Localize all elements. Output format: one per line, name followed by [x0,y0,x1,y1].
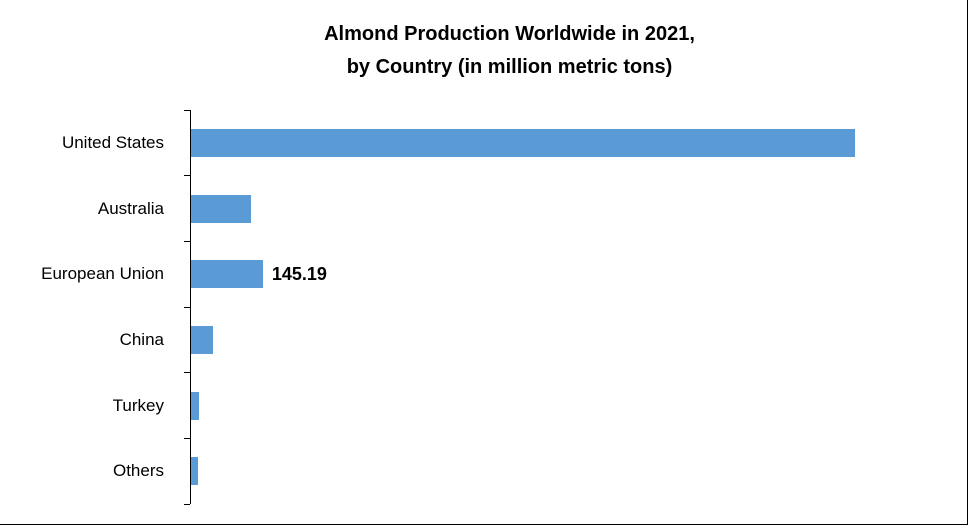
data-label: 145.19 [271,263,327,284]
category-label: Turkey [112,395,164,415]
chart-title-line-1: Almond Production Worldwide in 2021, [324,23,695,45]
bar-track [190,307,967,373]
chart-row: European Union 145.19 [0,241,967,307]
bar-track: 145.19 [190,241,967,307]
chart-row: Australia [0,176,967,242]
category-axis [184,109,191,505]
axis-tick [184,240,190,242]
bar-track [190,110,967,176]
bar [190,457,199,486]
axis-tick [184,306,190,308]
axis-tick [184,372,190,374]
axis-tick [184,437,190,439]
bar-track [190,176,967,242]
chart-row: United States [0,110,967,176]
axis-tick [184,175,190,177]
bar [190,325,214,354]
bar-track [190,438,967,504]
chart-row: Turkey [0,373,967,439]
bar [190,391,200,420]
bar [190,260,263,289]
chart-row: Others [0,438,967,504]
category-label: China [119,329,164,349]
axis-tick [184,109,190,111]
category-label: Others [112,461,164,481]
bar-track [190,373,967,439]
category-label: United States [61,132,164,152]
category-label: Australia [97,198,164,218]
chart-title: Almond Production Worldwide in 2021, by … [0,18,967,84]
category-label: European Union [41,264,164,284]
chart-title-line-2: by Country (in million metric tons) [346,56,673,78]
axis-tick [184,503,190,505]
plot-area: United States Australia European Union 145.… [0,110,967,504]
bar [190,128,856,157]
chart-row: China [0,307,967,373]
bar [190,194,252,223]
